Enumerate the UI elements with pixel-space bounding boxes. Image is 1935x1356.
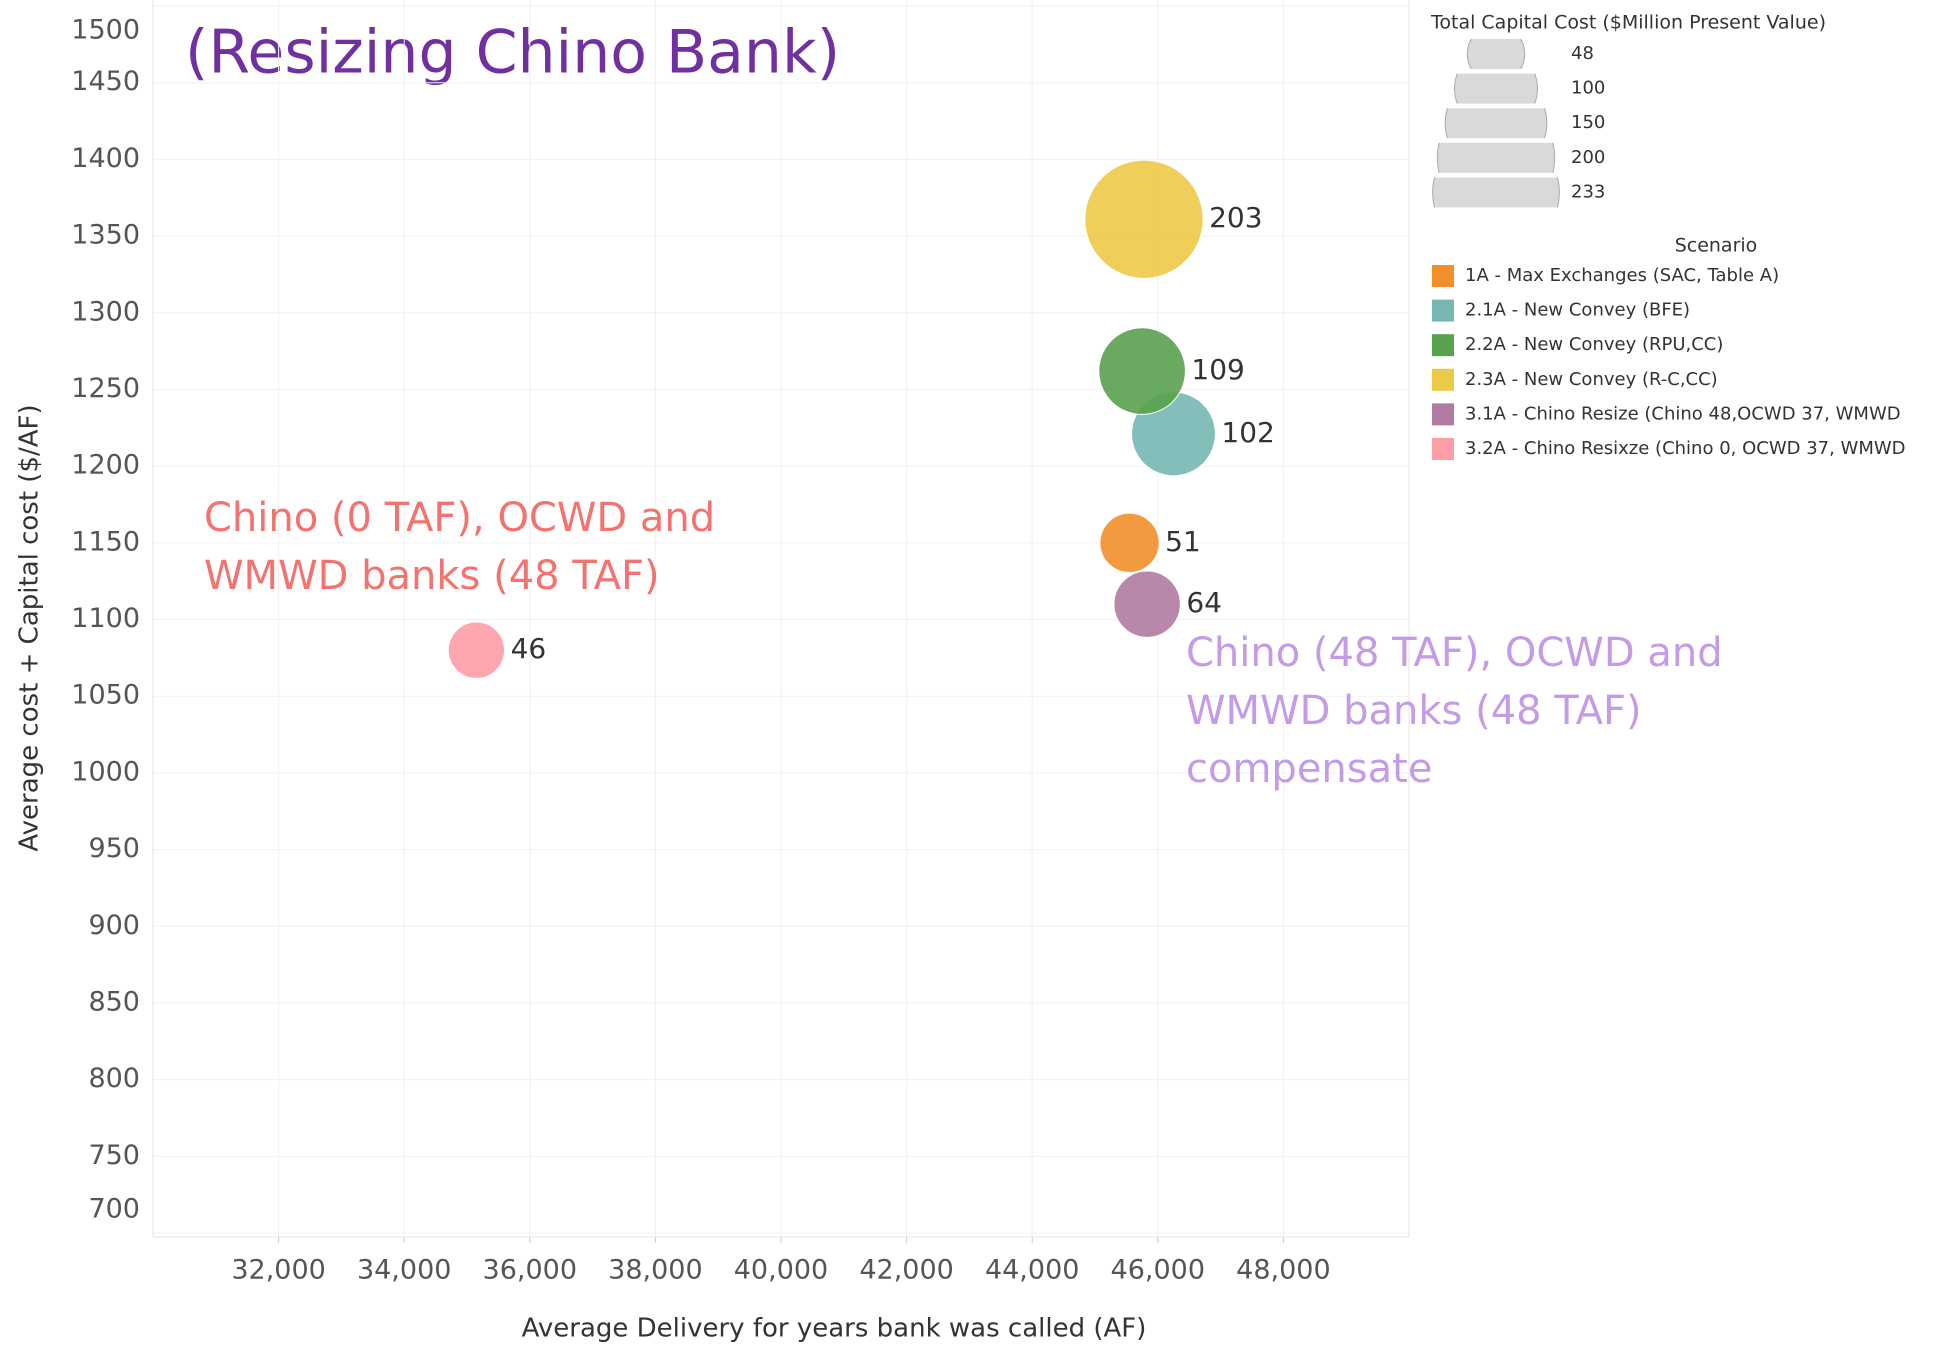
x-tick-label: 40,000 [734,1255,828,1286]
data-label: 51 [1165,525,1201,558]
annotation: compensate [1186,746,1432,792]
legend-swatch [1432,403,1454,426]
bubble [1099,512,1160,573]
size-legend-shape [1454,73,1538,104]
data-label: 203 [1209,201,1262,234]
y-tick-label: 900 [88,910,140,941]
data-label: 46 [511,632,547,665]
legend-swatch [1432,299,1454,322]
legend-label: 2.2A - New Convey (RPU,CC) [1465,334,1723,355]
y-tick-label: 850 [88,986,140,1017]
annotation: WMWD banks (48 TAF) [204,553,660,599]
annotation: WMWD banks (48 TAF) [1186,688,1642,734]
y-tick-label: 1350 [71,220,140,251]
y-tick-label: 1400 [71,143,140,174]
bubble [1113,570,1181,638]
y-tick-label: 1150 [71,526,140,557]
x-axis-title: Average Delivery for years bank was call… [522,1314,1147,1344]
bubble [1084,159,1204,279]
size-legend-title: Total Capital Cost ($Million Present Val… [1430,12,1826,34]
legend-swatch [1432,334,1454,357]
x-tick-label: 48,000 [1236,1255,1330,1286]
y-tick-label: 1450 [71,66,140,97]
x-tick-label: 32,000 [231,1255,325,1286]
bubble [1098,327,1186,415]
y-tick-label: 1100 [71,603,140,634]
size-legend-shape [1436,142,1556,173]
size-legend-shape [1432,177,1560,208]
y-tick-label: 1200 [71,450,140,481]
y-tick-label: 1500 [71,15,140,46]
data-label: 64 [1186,586,1222,619]
annotation: Chino (0 TAF), OCWD and [204,495,715,541]
y-tick-label: 1000 [71,756,140,787]
annotation: Chino (48 TAF), OCWD and [1186,630,1723,676]
legend-swatch [1432,438,1454,460]
y-tick-label: 1050 [71,680,140,711]
y-tick-label: 800 [88,1063,140,1094]
chart-title: (Resizing Chino Bank) [185,18,840,88]
size-legend-label: 100 [1571,78,1605,99]
bubble [447,621,506,679]
y-axis-title: Average cost + Capital cost ($/AF) [15,404,45,851]
data-label: 109 [1191,353,1244,386]
y-tick-label: 1300 [71,296,140,327]
x-tick-label: 34,000 [357,1255,451,1286]
legend-label: 1A - Max Exchanges (SAC, Table A) [1465,265,1779,286]
legend-label: 2.1A - New Convey (BFE) [1465,300,1690,321]
size-legend-shape [1444,108,1548,139]
y-tick-label: 950 [88,833,140,864]
legend-swatch [1432,368,1454,391]
x-tick-label: 44,000 [985,1255,1079,1286]
data-label: 102 [1221,416,1274,449]
legend-label: 3.1A - Chino Resize (Chino 48,OCWD 37, W… [1465,403,1901,424]
x-tick-label: 36,000 [483,1255,577,1286]
size-legend-label: 200 [1571,147,1605,168]
legend-label: 3.2A - Chino Resixze (Chino 0, OCWD 37, … [1465,438,1906,459]
size-legend-label: 150 [1571,112,1605,133]
x-tick-label: 46,000 [1111,1255,1205,1286]
x-tick-label: 42,000 [859,1255,953,1286]
y-tick-label: 750 [88,1140,140,1171]
size-legend-label: 233 [1571,181,1605,202]
legend-swatch [1432,265,1454,287]
y-tick-label: 1250 [71,373,140,404]
size-legend-label: 48 [1571,43,1594,64]
legend-label: 2.3A - New Convey (R-C,CC) [1465,369,1718,390]
x-tick-label: 38,000 [608,1255,702,1286]
legend-title: Scenario [1675,235,1758,257]
size-legend-shape [1466,39,1526,69]
y-tick-label: 700 [88,1194,140,1225]
